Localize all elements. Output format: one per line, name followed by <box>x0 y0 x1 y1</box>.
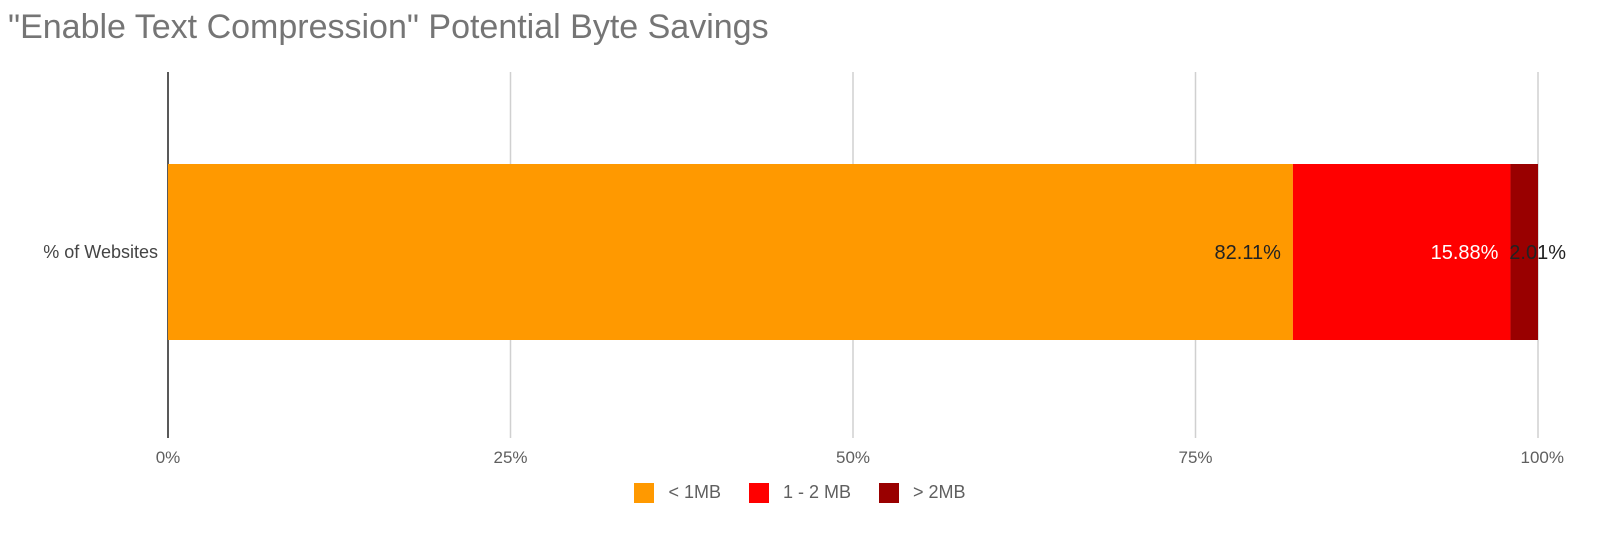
data-label: 15.88% <box>1431 242 1499 264</box>
chart-title: "Enable Text Compression" Potential Byte… <box>8 8 769 46</box>
legend-item: < 1MB <box>634 482 721 503</box>
legend-swatch <box>879 482 900 503</box>
x-tick-label: 25% <box>493 448 527 467</box>
legend-swatch <box>748 482 769 503</box>
legend-label: 1 - 2 MB <box>782 482 852 502</box>
legend-swatch <box>634 482 655 503</box>
data-label: 2.01% <box>1509 242 1566 264</box>
legend-item: > 2MB <box>879 482 966 503</box>
data-label: 82.11% <box>1215 242 1282 264</box>
legend-label: < 1MB <box>668 482 721 502</box>
legend-item: 1 - 2 MB <box>748 482 852 503</box>
legend-label: > 2MB <box>913 482 966 502</box>
bar-segment <box>1510 164 1538 340</box>
x-tick-label: 0% <box>156 448 181 467</box>
chart-legend: < 1MB 1 - 2 MB > 2MB <box>0 482 1600 503</box>
bar-segment <box>168 164 1293 340</box>
bar-segment <box>1292 164 1511 340</box>
x-tick-label: 75% <box>1178 448 1212 467</box>
x-tick-label: 100% <box>1521 448 1564 467</box>
x-tick-label: 50% <box>836 448 870 467</box>
category-label: % of Websites <box>43 242 158 262</box>
